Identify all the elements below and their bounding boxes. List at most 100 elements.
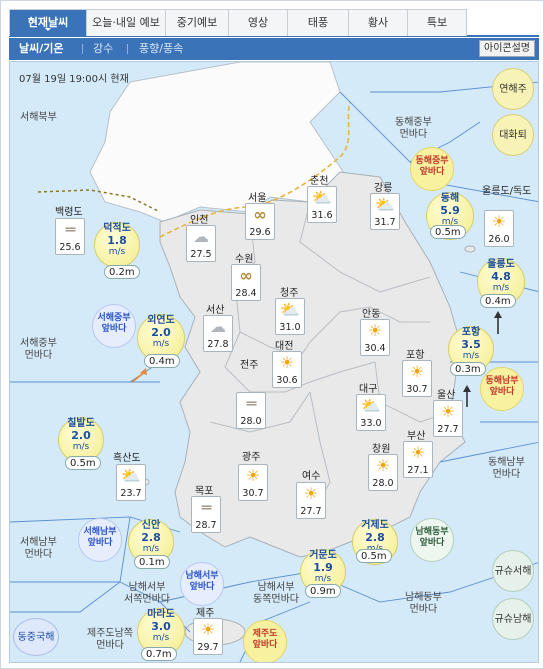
city-label: 포항 (406, 350, 425, 361)
wave-height: 0.5m (356, 549, 392, 563)
city-weather-ulsan[interactable]: ☀ 27.7 (433, 400, 463, 437)
city-weather-suwon[interactable]: ∞ 28.4 (231, 264, 261, 301)
divider (82, 44, 83, 54)
tab-yellow-dust[interactable]: 황사 (348, 9, 408, 36)
sun-cloud-icon: ⛅ (361, 396, 381, 415)
city-weather-mokpo[interactable]: ═ 28.7 (191, 496, 221, 533)
city-weather-daegu[interactable]: ⛅ 33.0 (356, 394, 386, 431)
badge-south-east-coastal[interactable]: 남해동부 앞바다 (410, 518, 454, 562)
city-label: 창원 (372, 444, 391, 455)
city-weather-baengnyeongdo[interactable]: ═ 25.6 (55, 218, 85, 255)
city-weather-changwon[interactable]: ☀ 28.0 (368, 454, 398, 491)
city-label: 광주 (242, 452, 261, 463)
tab-warning[interactable]: 특보 (407, 9, 467, 36)
divider (127, 44, 128, 54)
fog-icon: ═ (201, 498, 212, 517)
btn-kyushu-south[interactable]: 규슈남해 (492, 598, 534, 640)
tab-typhoon[interactable]: 태풍 (287, 9, 349, 36)
city-label: 서산 (206, 305, 225, 316)
tab-video[interactable]: 영상 (228, 9, 288, 36)
city-label: 목포 (195, 486, 214, 497)
sea-label-south-west-east: 남해서부 동쪽먼바다 (253, 582, 299, 605)
sun-icon: ☀ (200, 620, 216, 639)
city-label: 안동 (362, 309, 381, 320)
city-label: 전주 (240, 360, 259, 371)
sea-label-west-middle: 서해중부 먼바다 (20, 338, 57, 361)
observation-datetime: 07월 19일 19:00시 현재 (19, 74, 129, 85)
city-weather-andong[interactable]: ☀ 30.4 (360, 319, 390, 356)
sea-label-west-north: 서해북부 (20, 112, 57, 123)
wave-height: 0.4m (480, 294, 516, 308)
subtab-wind[interactable]: 풍향/풍속 (139, 42, 184, 55)
sun-cloud-icon: ⛅ (121, 466, 141, 485)
sun-icon: ☀ (409, 362, 425, 381)
city-label: 춘천 (310, 176, 329, 187)
city-weather-heuksando[interactable]: ⛅ 23.7 (116, 464, 146, 501)
buoy-chilbaldo[interactable]: 칠발도 2.0 m/s (58, 417, 104, 463)
badge-south-west-coastal[interactable]: 남해서부 앞바다 (180, 562, 224, 606)
wave-height: 0.3m (450, 362, 486, 376)
city-label: 대구 (359, 384, 378, 395)
sea-label-west-south: 서해남부 먼바다 (20, 537, 57, 560)
city-label: 서울 (248, 193, 267, 204)
city-weather-jeonju[interactable]: ═ 28.0 (236, 392, 266, 429)
city-weather-chuncheon[interactable]: ⛅ 31.6 (307, 186, 337, 223)
sub-tabs: 날씨/기온 강수 풍향/풍속 아이콘설명 (9, 38, 539, 60)
city-label: 백령도 (55, 207, 83, 218)
wave-height: 0.5m (65, 456, 101, 470)
sun-cloud-icon: ⛅ (312, 188, 332, 207)
city-weather-jeju[interactable]: ☀ 29.7 (193, 618, 223, 655)
badge-west-south-coastal[interactable]: 서해남부 앞바다 (78, 518, 122, 562)
city-weather-yeosu[interactable]: ☀ 27.7 (296, 482, 326, 519)
city-weather-ulleung-dokdo[interactable]: ☀ 26.0 (484, 210, 514, 247)
sun-icon: ☀ (491, 212, 507, 231)
btn-yamato-bank[interactable]: 대화퇴 (492, 114, 534, 156)
btn-kyushu-west[interactable]: 규슈서해 (492, 550, 534, 592)
city-label: 청주 (280, 288, 299, 299)
buoy-deokjeokdo[interactable]: 덕적도 1.8 m/s (94, 222, 140, 268)
sea-label-east-middle: 동해중부 먼바다 (395, 117, 432, 140)
wave-height: 0.5m (430, 225, 466, 239)
tab-current-weather[interactable]: 현재날씨 (9, 9, 87, 36)
badge-east-middle-coastal[interactable]: 동해중부 앞바다 (410, 147, 454, 191)
buoy-oeyeondo[interactable]: 외연도 2.0 m/s (137, 314, 185, 362)
sun-icon: ☀ (410, 443, 426, 462)
haze-icon: ∞ (239, 266, 253, 285)
city-label: 흑산도 (113, 453, 141, 464)
fog-icon: ═ (65, 220, 76, 239)
fog-icon: ═ (246, 394, 257, 413)
city-weather-seoul[interactable]: ∞ 29.6 (245, 203, 275, 240)
icon-description-button[interactable]: 아이콘설명 (479, 40, 535, 57)
weather-map: 07월 19일 19:00시 현재 연해주 대화퇴 규슈서해 규슈남해 동중국해… (9, 61, 539, 663)
btn-primorye[interactable]: 연해주 (492, 68, 534, 110)
city-weather-gwangju[interactable]: ☀ 30.7 (238, 464, 268, 501)
badge-jeju-coastal[interactable]: 제주도 앞바다 (243, 620, 287, 662)
city-label: 대전 (275, 341, 294, 352)
city-weather-seosan[interactable]: ☁ 27.8 (203, 315, 233, 352)
subtab-precip[interactable]: 강수 (93, 42, 114, 55)
city-weather-cheongju[interactable]: ⛅ 31.0 (275, 298, 305, 335)
sun-cloud-icon: ⛅ (375, 195, 395, 214)
city-label: 부산 (407, 431, 426, 442)
city-weather-daejeon[interactable]: ☀ 30.6 (272, 351, 302, 388)
tab-midterm[interactable]: 중기예보 (165, 9, 229, 36)
sun-icon: ☀ (367, 321, 383, 340)
btn-east-china-sea[interactable]: 동중국해 (13, 618, 59, 656)
wave-height: 0.4m (144, 354, 180, 368)
wave-height: 0.2m (104, 265, 140, 279)
wave-height: 0.1m (134, 555, 170, 569)
wave-height: 0.9m (305, 584, 341, 598)
sea-label-south-west-west: 남해서부 서쪽먼바다 (124, 582, 170, 605)
city-weather-pohang[interactable]: ☀ 30.7 (402, 360, 432, 397)
sun-icon: ☀ (303, 484, 319, 503)
subtab-weather-temp[interactable]: 날씨/기온 (19, 42, 64, 55)
city-label: 울산 (437, 390, 456, 401)
tab-today-tomorrow[interactable]: 오늘·내일 예보 (86, 9, 166, 36)
city-weather-gangneung[interactable]: ⛅ 31.7 (370, 193, 400, 230)
city-weather-busan[interactable]: ☀ 27.1 (403, 441, 433, 478)
badge-west-middle-coastal[interactable]: 서해중부 앞바다 (92, 304, 136, 348)
badge-east-south-coastal[interactable]: 동해남부 앞바다 (480, 367, 524, 411)
city-weather-incheon[interactable]: ☁ 27.5 (186, 225, 216, 262)
city-label: 수원 (235, 254, 254, 265)
